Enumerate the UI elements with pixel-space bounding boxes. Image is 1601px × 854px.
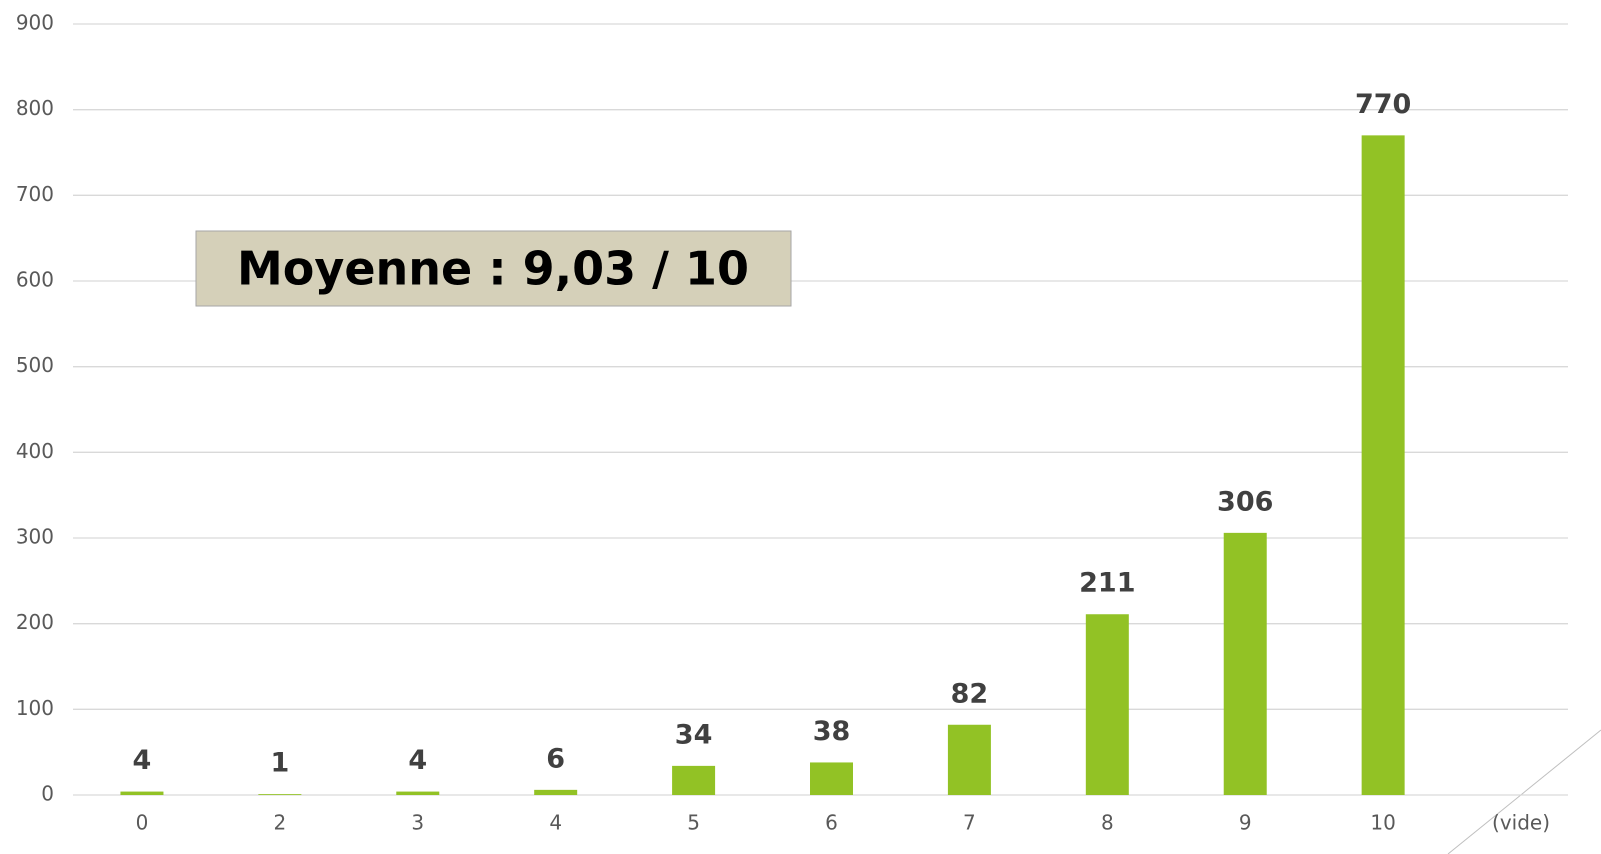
value-label: 770	[1355, 89, 1411, 120]
decoration-line	[1447, 729, 1601, 854]
x-tick-label: 2	[273, 811, 286, 835]
value-label: 4	[133, 745, 152, 776]
value-label: 1	[270, 748, 289, 779]
x-tick-label: 9	[1239, 811, 1252, 835]
y-tick-label: 0	[41, 782, 54, 806]
value-label: 6	[546, 743, 565, 774]
annotation-text: Moyenne : 9,03 / 10	[237, 242, 749, 296]
y-tick-label: 900	[16, 11, 54, 35]
value-label: 34	[675, 719, 713, 750]
y-tick-label: 400	[16, 439, 54, 463]
y-tick-label: 200	[16, 610, 54, 634]
bar	[120, 791, 164, 795]
bar	[1223, 532, 1267, 795]
y-tick-label: 700	[16, 182, 54, 206]
annotation-box: Moyenne : 9,03 / 10	[195, 230, 792, 307]
x-tick-label: 0	[136, 811, 149, 835]
y-tick-label: 300	[16, 525, 54, 549]
x-tick-label: 4	[549, 811, 562, 835]
x-tick-label: 5	[687, 811, 700, 835]
x-tick-label: 7	[963, 811, 976, 835]
value-label: 306	[1217, 486, 1273, 517]
bar	[396, 791, 440, 795]
bar	[672, 765, 716, 795]
bar	[258, 794, 302, 795]
bar	[1085, 614, 1129, 795]
y-tick-label: 500	[16, 353, 54, 377]
value-label: 211	[1079, 568, 1135, 599]
bar	[1361, 135, 1405, 795]
x-tick-label: 6	[825, 811, 838, 835]
bar	[810, 762, 853, 795]
x-tick-label: 10	[1370, 811, 1395, 835]
bar	[947, 724, 991, 795]
y-tick-label: 800	[16, 96, 54, 120]
value-label: 4	[408, 745, 427, 776]
bar	[534, 789, 578, 795]
x-tick-label: (vide)	[1492, 811, 1550, 835]
x-tick-label: 3	[411, 811, 424, 835]
x-tick-label: 8	[1101, 811, 1114, 835]
annotation-background	[195, 230, 792, 307]
y-tick-label: 100	[16, 696, 54, 720]
value-label: 82	[951, 678, 989, 709]
y-tick-label: 600	[16, 268, 54, 292]
value-label: 38	[813, 716, 851, 747]
